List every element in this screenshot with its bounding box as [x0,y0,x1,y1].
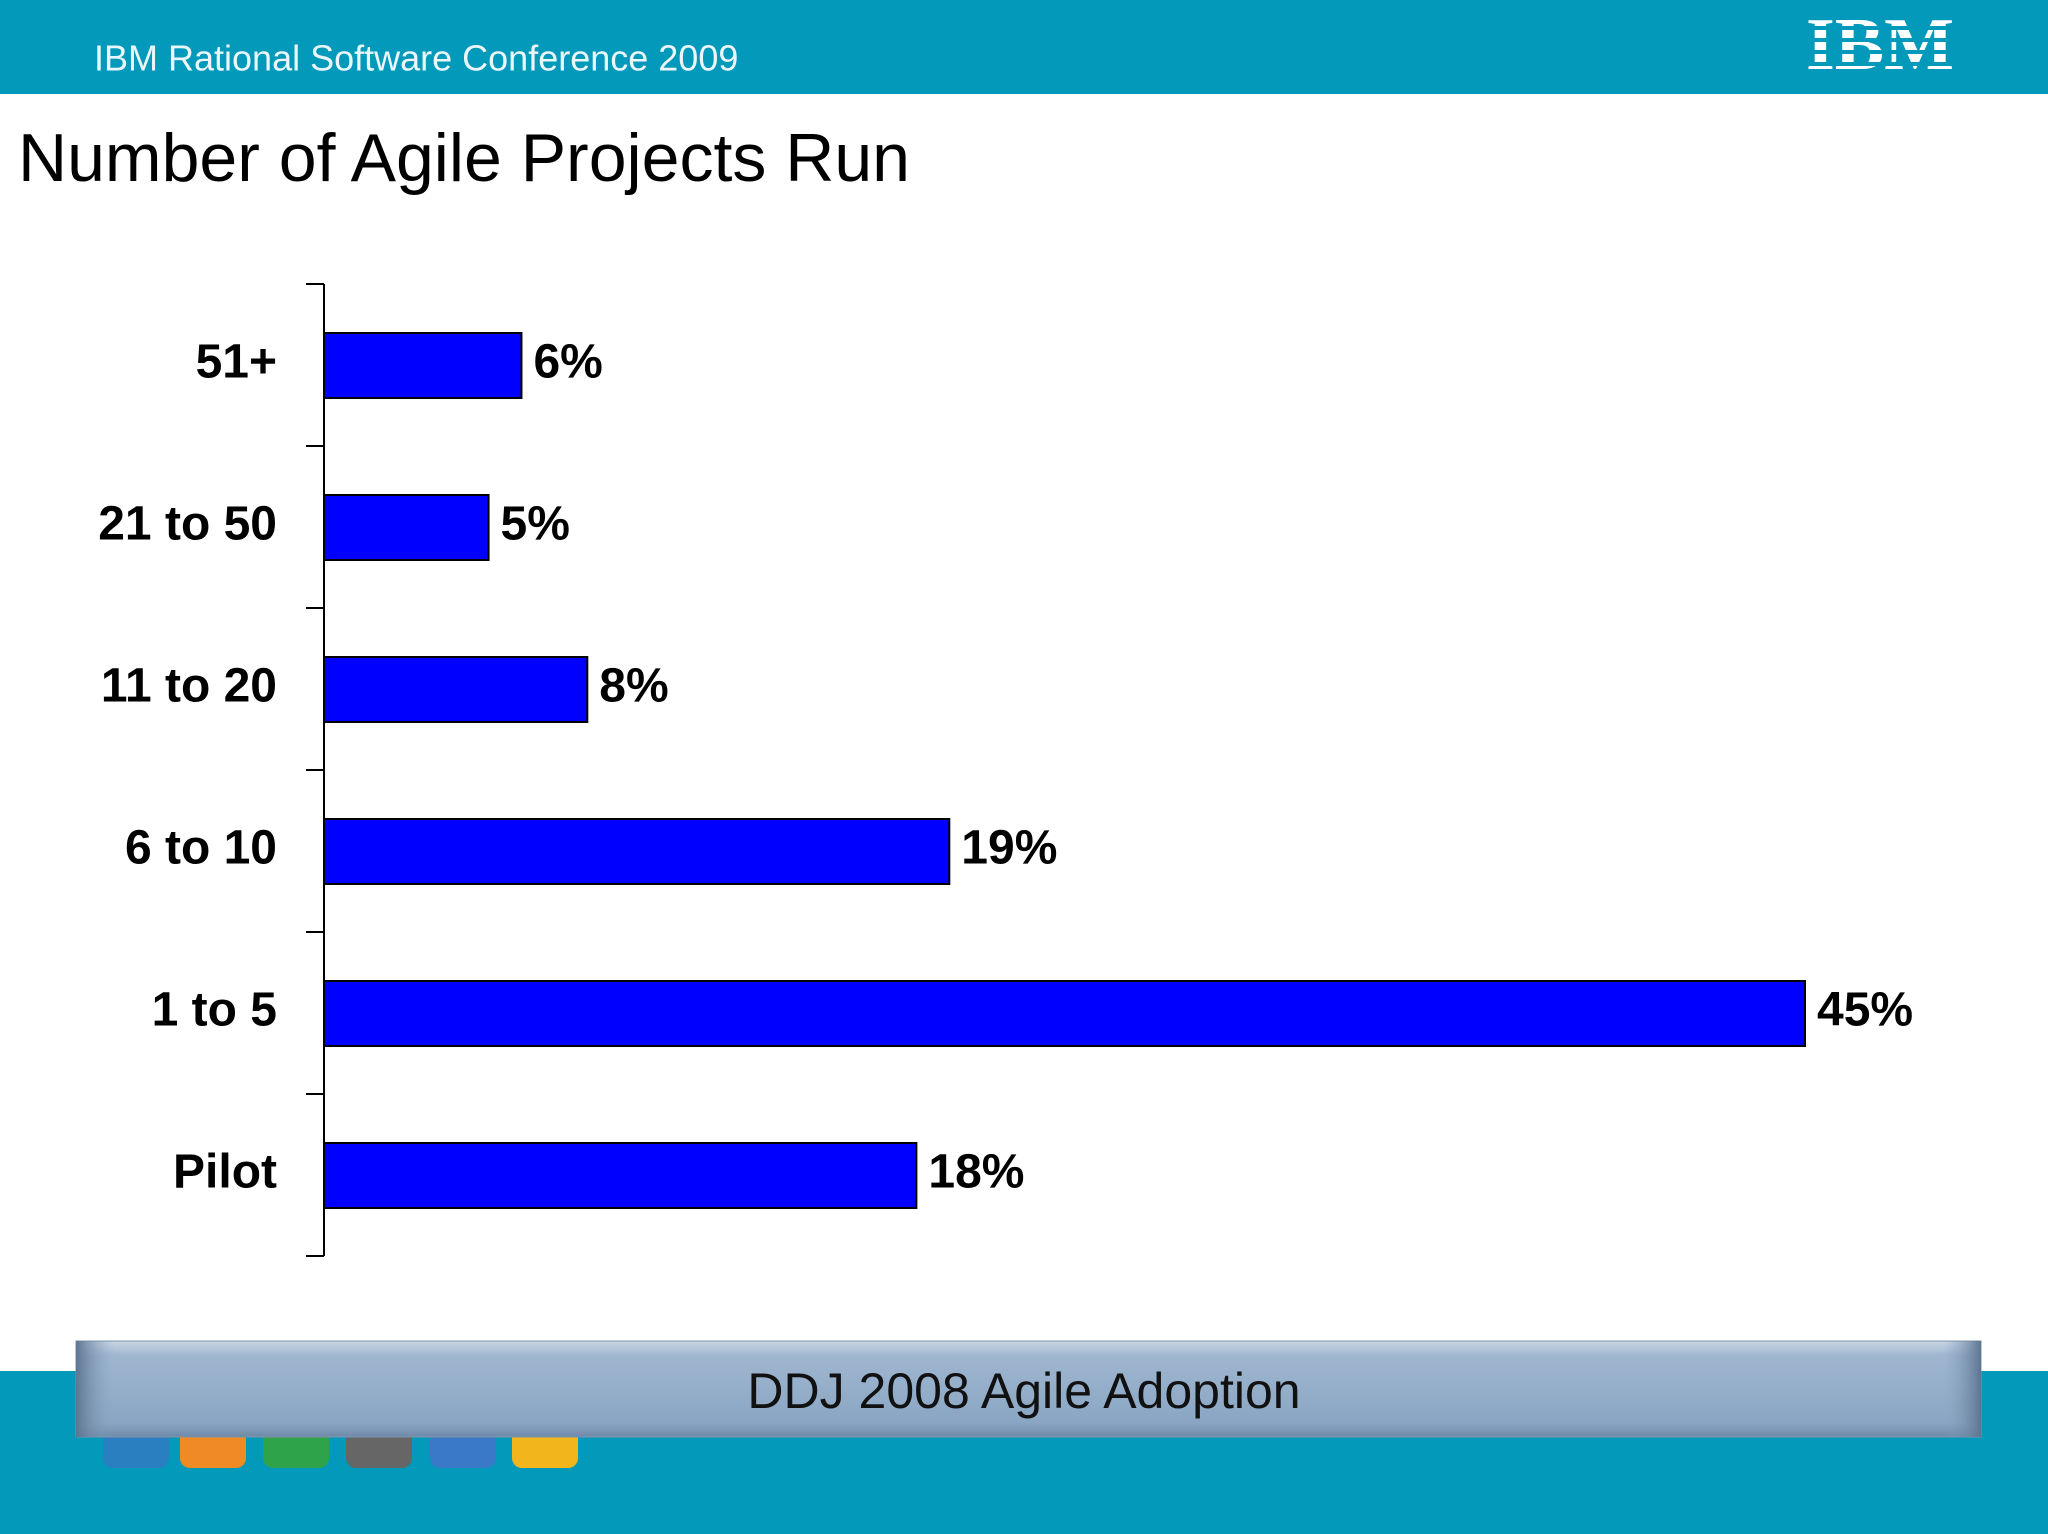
category-label: 11 to 20 [101,660,277,713]
bar [323,494,490,561]
category-label: 51+ [196,336,277,389]
bar [323,980,1806,1047]
bar [323,818,951,885]
value-label: 6% [533,336,602,389]
category-label: Pilot [173,1146,277,1199]
category-label: 1 to 5 [152,984,277,1037]
logo: IBM [1806,4,1954,86]
chart-source: DDJ 2008 Agile Adoption [747,1363,1300,1419]
caption-edge [76,1341,1981,1437]
value-label: 8% [599,660,668,713]
logo-stripes [1795,26,1965,78]
conference-name: IBM Rational Software Conference 2009 [94,38,738,79]
category-label: 6 to 10 [125,822,277,875]
bar [323,332,523,399]
value-label: 5% [501,498,570,551]
value-label: 19% [961,822,1057,875]
chart-title: Number of Agile Projects Run [18,120,910,196]
plot: 51+ 6% 21 to 50 5% 11 to 20 8% 6 to 10 19% 1 to … [98,283,1913,1257]
bar [323,1142,918,1209]
value-label: 18% [928,1146,1024,1199]
category-label: 21 to 50 [98,498,277,551]
bar [323,656,589,723]
header-band [0,0,2048,94]
value-label: 45% [1817,984,1913,1037]
